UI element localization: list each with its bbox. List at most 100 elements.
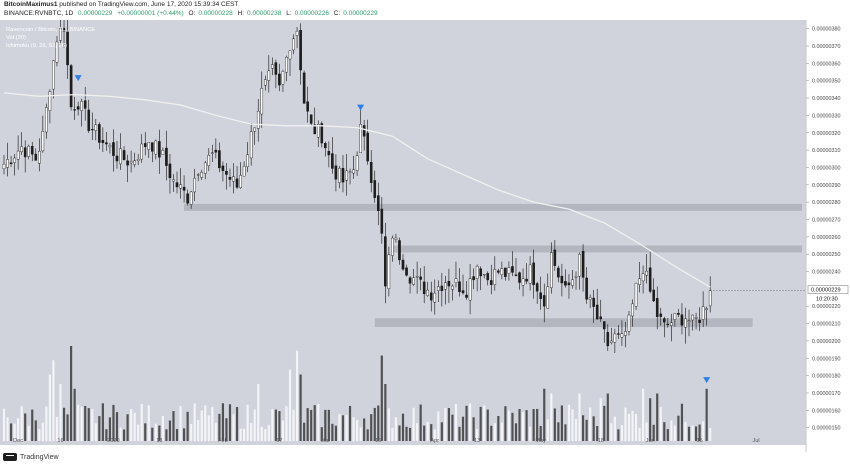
- volume-bar: [571, 409, 574, 441]
- candle: [521, 268, 525, 297]
- candle-body: [521, 278, 525, 286]
- candle: [479, 266, 482, 291]
- legend-ichimoku[interactable]: Ichimoku (9, 26, 52, 26): [6, 43, 67, 49]
- candle: [698, 307, 701, 332]
- candle: [454, 261, 458, 288]
- candle-body: [168, 163, 172, 179]
- candle-body: [645, 270, 648, 276]
- candle-body: [189, 191, 193, 205]
- volume-bar: [511, 412, 514, 441]
- candle-body: [207, 155, 211, 166]
- price-axis[interactable]: [806, 20, 850, 452]
- high-value: 0.00000238: [247, 10, 282, 17]
- candle-body: [45, 107, 48, 133]
- candle: [122, 146, 126, 161]
- volume-bar: [154, 423, 157, 441]
- volume-bar: [687, 426, 691, 441]
- candle: [94, 119, 98, 141]
- candle: [687, 309, 691, 337]
- candle: [274, 59, 278, 89]
- price-change: +0.00000001 (+0.44%): [117, 10, 184, 17]
- x-tick-label: May: [535, 438, 546, 444]
- candle: [398, 237, 401, 265]
- x-tick-label: Jun: [646, 438, 655, 444]
- volume-bar: [564, 424, 567, 441]
- candle-body: [165, 147, 168, 166]
- candle-body: [147, 142, 151, 150]
- y-tick-label: 0.00000190: [812, 356, 840, 362]
- candle-body: [641, 273, 645, 282]
- volume-bar: [137, 424, 140, 441]
- legend-symbol[interactable]: Ravencoin / Bitcoin, 1D, BINANCE: [6, 27, 95, 33]
- candle-body: [136, 159, 140, 161]
- candle-body: [9, 162, 13, 164]
- volume-bar: [267, 425, 270, 441]
- candle: [620, 320, 624, 346]
- candle-body: [592, 297, 595, 307]
- candle: [129, 150, 133, 173]
- volume-bar: [652, 424, 655, 441]
- symbol-label: BINANCE:RVNBTC, 1D: [4, 10, 74, 17]
- candle: [203, 160, 207, 180]
- candle-body: [76, 106, 80, 110]
- y-tick-label: 0.00000360: [812, 61, 840, 67]
- volume-bar: [52, 360, 55, 441]
- volume-bar: [9, 423, 13, 441]
- candle-body: [292, 38, 295, 51]
- volume-bar: [77, 404, 80, 441]
- candle: [313, 107, 317, 135]
- candle: [341, 154, 345, 193]
- volume-bar: [380, 355, 383, 441]
- candle: [684, 307, 687, 344]
- candle: [426, 281, 430, 297]
- candle-body: [581, 251, 585, 278]
- tradingview-logo[interactable]: TradingView: [3, 453, 59, 461]
- candle: [112, 129, 115, 172]
- author-name[interactable]: BitcoinMaximus1: [4, 1, 58, 8]
- candle: [560, 263, 564, 297]
- candle: [677, 308, 680, 318]
- candle-body: [34, 153, 38, 161]
- volume-bar: [225, 418, 228, 441]
- candle: [489, 264, 493, 295]
- candle: [461, 274, 465, 295]
- candle-body: [355, 155, 359, 171]
- candle: [154, 139, 158, 160]
- candle: [352, 155, 355, 180]
- volume-bar: [476, 429, 479, 441]
- candle: [136, 153, 140, 166]
- legend-volume[interactable]: Vol (20): [6, 35, 26, 41]
- candle: [256, 98, 260, 142]
- candle-body: [437, 286, 440, 291]
- price-chart[interactable]: 0.00000380 0.00000370 0.00000360 0.00000350…: [0, 20, 850, 452]
- signal-marker-2: [703, 377, 711, 384]
- candle: [193, 168, 196, 202]
- candle-body: [108, 145, 112, 148]
- candle: [444, 275, 447, 305]
- y-tick-label: 0.00000280: [812, 200, 840, 206]
- volume-bar: [387, 408, 390, 441]
- candle-body: [384, 236, 387, 287]
- candle: [48, 89, 52, 124]
- candle: [645, 253, 648, 284]
- candle-body: [698, 319, 701, 323]
- volume-bar: [130, 409, 133, 441]
- y-tick-label: 0.00000180: [812, 374, 840, 380]
- candle: [578, 252, 581, 290]
- ohlc-line: BINANCE:RVNBTC, 1D 0.00000229 +0.0000000…: [4, 10, 381, 17]
- candle: [535, 281, 539, 304]
- volume-bar: [458, 426, 461, 441]
- candle-body: [302, 72, 306, 104]
- volume-bar: [525, 410, 528, 441]
- volume-bar: [34, 420, 37, 441]
- volume-bar: [193, 403, 196, 441]
- candle: [673, 313, 677, 327]
- candle-body: [69, 65, 73, 108]
- candle-body: [550, 252, 553, 288]
- candle: [299, 23, 302, 85]
- y-axis-ticks: 0.00000380 0.00000370 0.00000360 0.00000350…: [806, 27, 840, 432]
- volume-bar: [472, 417, 475, 441]
- x-tick-label: 16: [375, 438, 381, 444]
- volume-bar: [634, 413, 638, 441]
- volume-bar: [122, 429, 126, 441]
